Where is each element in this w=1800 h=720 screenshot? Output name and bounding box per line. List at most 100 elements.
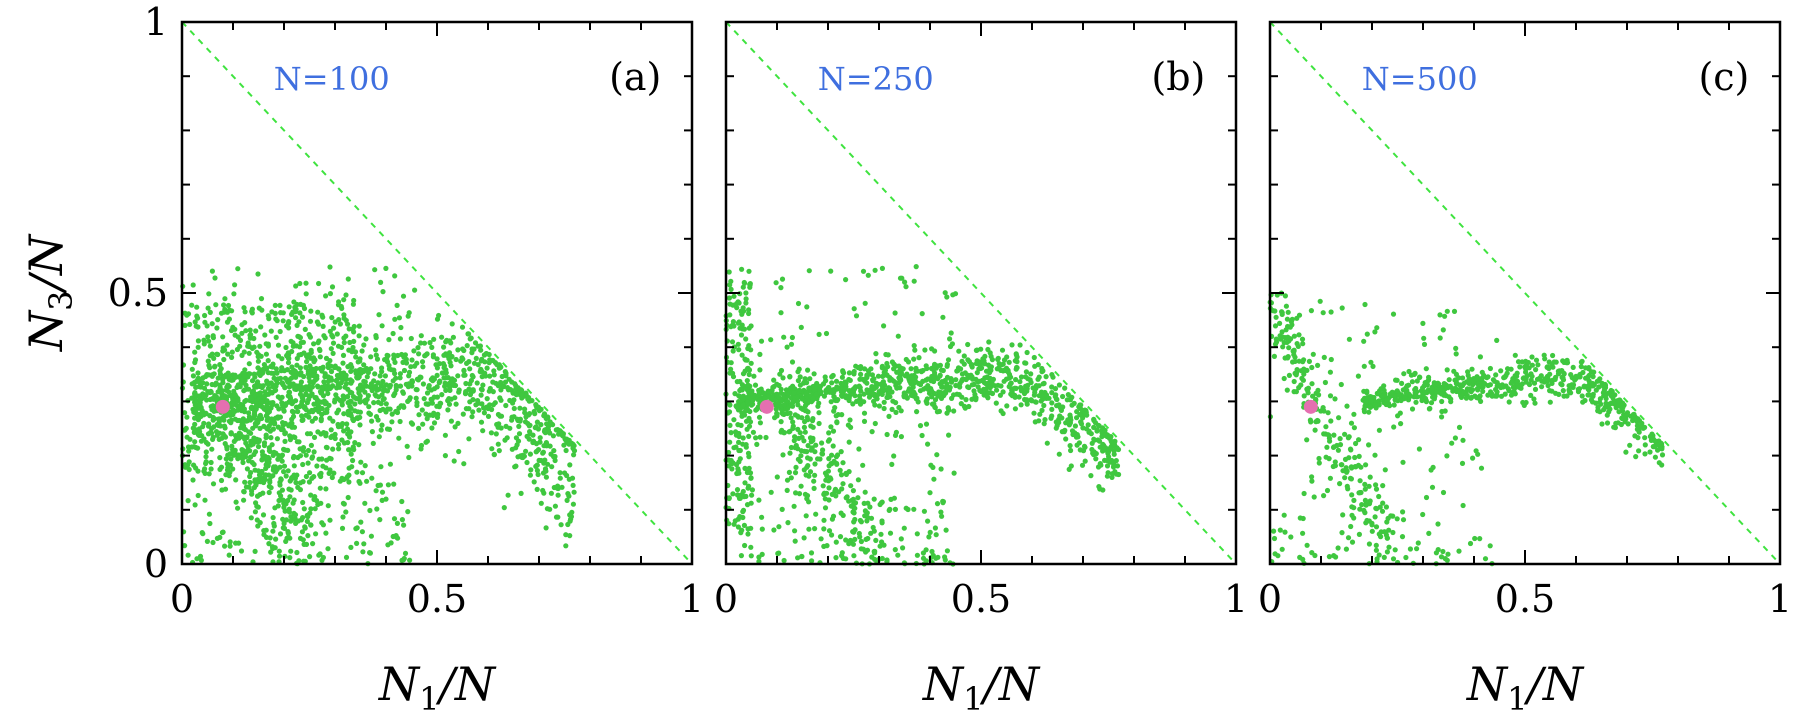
data-point [1622,419,1628,425]
data-point [1632,433,1638,439]
data-point [1442,556,1448,562]
data-point [739,527,745,533]
data-point [1541,352,1547,358]
data-point [276,548,282,554]
data-point [819,440,825,446]
data-point [792,528,798,534]
data-point [347,447,353,453]
data-point [1467,540,1474,547]
data-point [470,409,476,415]
data-point [358,367,364,373]
data-point [203,449,209,455]
data-point [1586,372,1592,378]
data-point [377,373,383,379]
data-point [1004,403,1010,409]
data-point [383,265,389,271]
data-point [1382,467,1388,473]
data-point [1283,303,1289,309]
data-point [290,455,297,461]
data-point [312,506,318,512]
data-point [825,438,832,444]
data-point [871,496,877,502]
data-point [535,404,542,410]
data-point [442,453,448,459]
data-point [740,284,746,290]
data-point [551,448,557,454]
data-point [335,366,341,372]
data-point [322,335,328,341]
data-point [856,446,862,452]
data-point [1487,365,1493,372]
data-point [1372,329,1378,335]
data-point [1100,487,1106,493]
data-point [843,556,849,562]
data-point [421,340,428,346]
data-point [257,425,263,431]
data-point [1328,356,1334,363]
data-point [743,296,749,302]
data-point [286,486,292,492]
data-point [343,372,349,378]
data-point [292,512,299,518]
data-point [297,446,303,452]
data-point [287,494,293,500]
data-point [419,407,425,413]
data-point [274,370,280,376]
data-point [748,475,754,481]
data-point [570,501,577,507]
data-point [185,498,191,504]
data-point [543,525,549,531]
data-point [894,385,900,391]
data-point [1547,399,1553,405]
data-point [884,372,890,378]
data-point [1283,327,1289,333]
data-point [351,338,357,344]
data-point [350,344,356,351]
data-point [812,472,818,478]
data-point [354,469,360,475]
data-point [281,525,288,532]
data-point [509,417,515,423]
ticks [1269,21,1781,565]
data-point [1363,462,1369,468]
data-point [861,399,867,405]
data-point [728,430,734,436]
data-point [1535,362,1541,368]
data-point [1578,364,1584,370]
data-point [1514,378,1521,384]
data-point [1512,391,1518,397]
data-point [439,334,445,340]
data-point [925,518,931,524]
data-point [380,384,386,390]
data-point [746,310,752,317]
data-point [1413,399,1419,405]
data-point [1335,447,1341,453]
data-point [226,552,232,558]
data-point [1285,355,1291,361]
data-point [191,380,197,386]
data-point [898,434,905,440]
data-point [1472,535,1478,542]
data-point [379,497,385,503]
data-point [339,525,346,532]
data-point [391,516,398,522]
data-point [862,489,868,495]
data-point [940,500,946,506]
data-point [736,439,742,445]
data-point [246,414,252,420]
data-point [1453,345,1459,351]
data-point [242,398,248,404]
data-point [538,500,544,506]
data-point [281,463,288,469]
data-point [358,459,364,465]
data-point [249,396,255,402]
data-point [731,417,737,423]
data-point [1356,453,1362,459]
data-point [242,373,248,379]
data-point [1576,374,1582,380]
data-point [1323,424,1329,430]
data-point [501,383,507,390]
data-point [808,439,814,445]
data-point [1082,458,1088,464]
data-point [1367,474,1373,480]
